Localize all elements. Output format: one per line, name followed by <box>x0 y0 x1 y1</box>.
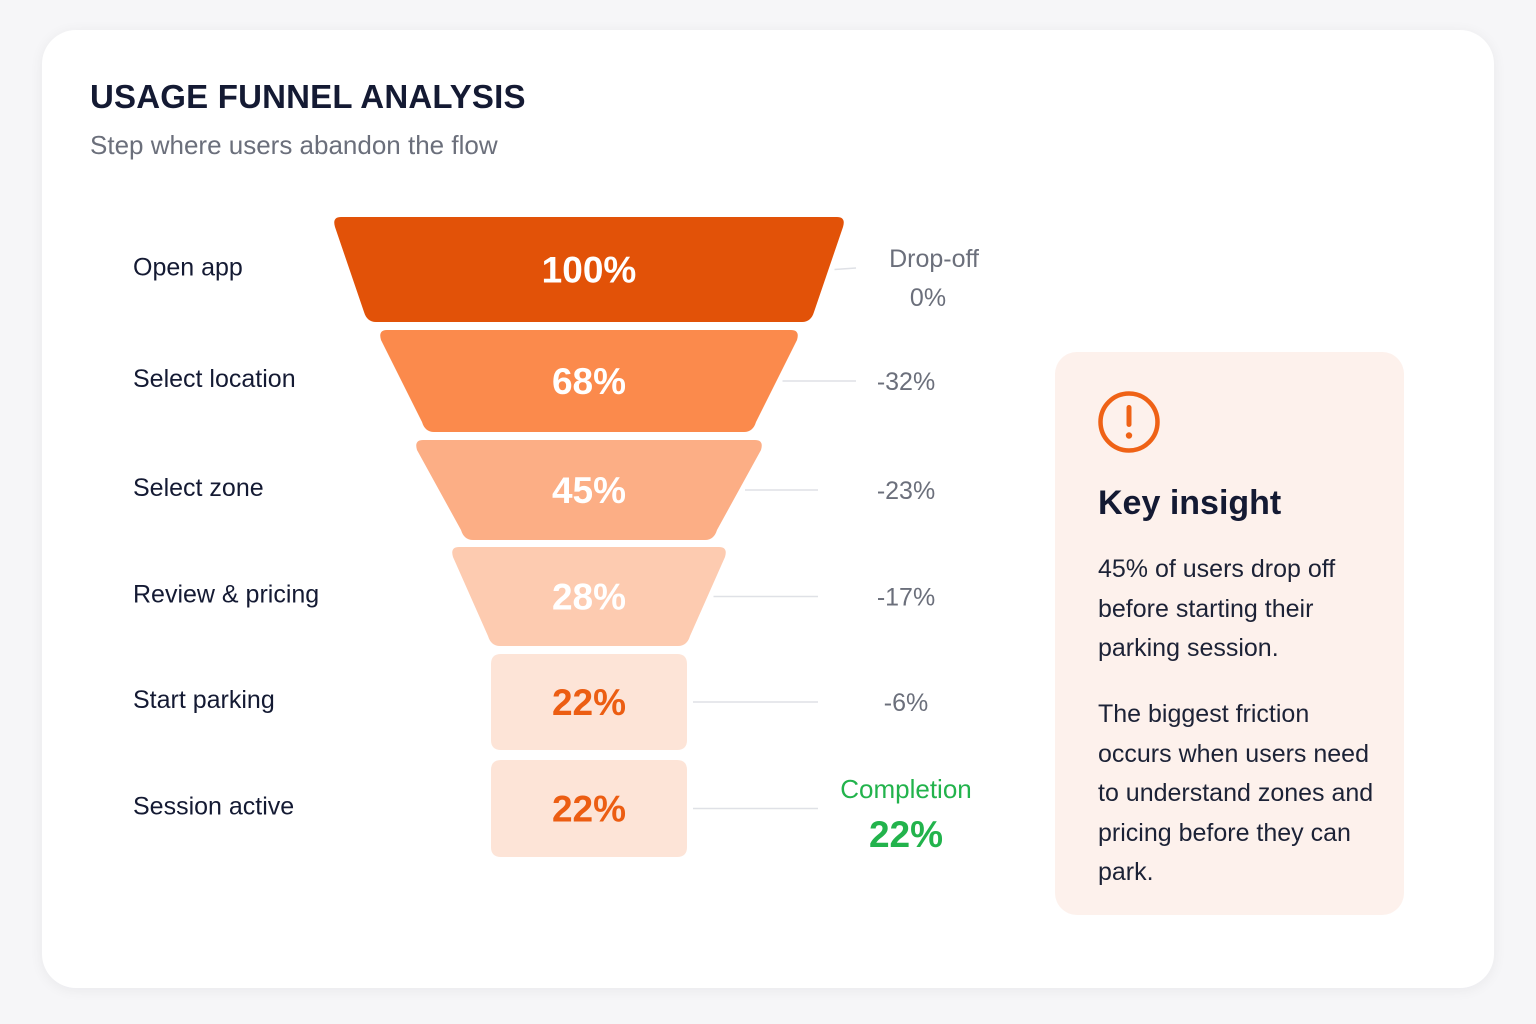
funnel-bar-open-app <box>334 217 844 322</box>
dropoff-header: Drop-off <box>889 245 979 273</box>
funnel-bar-start-parking <box>491 654 687 750</box>
stage-label-open-app: Open app <box>133 254 243 282</box>
stage-label-select-zone: Select zone <box>133 474 264 502</box>
stage-label-start-parking: Start parking <box>133 686 275 714</box>
funnel-value-review-pricing: 28% <box>552 577 626 618</box>
page-title: USAGE FUNNEL ANALYSIS <box>90 78 526 115</box>
funnel-bar-review-pricing <box>452 547 726 646</box>
completion-value: 22% <box>869 814 943 855</box>
stage-label-select-location: Select location <box>133 365 296 393</box>
dropoff-value-select-zone: -23% <box>877 477 935 505</box>
stage-label-session-active: Session active <box>133 793 294 821</box>
alert-circle-icon <box>1098 391 1160 453</box>
funnel-bar-select-location <box>380 330 798 432</box>
completion-label: Completion <box>840 774 972 804</box>
page-subtitle: Step where users abandon the flow <box>90 130 498 160</box>
insight-paragraph-1: 45% of users drop off before starting th… <box>1098 555 1336 662</box>
insight-panel: Key insight 45% of users drop off before… <box>1055 352 1404 915</box>
stage-label-review-pricing: Review & pricing <box>133 581 319 609</box>
funnel-bar-select-zone <box>416 440 762 540</box>
insight-title: Key insight <box>1098 484 1282 522</box>
funnel-bar-session-active <box>491 760 687 857</box>
funnel-value-open-app: 100% <box>542 250 637 291</box>
insight-paragraph-2: The biggest friction occurs when users n… <box>1098 700 1374 886</box>
dropoff-value-select-location: -32% <box>877 368 935 396</box>
funnel-value-select-location: 68% <box>552 361 626 402</box>
funnel-value-session-active: 22% <box>552 789 626 830</box>
dropoff-value-review-pricing: -17% <box>877 584 935 612</box>
funnel-value-start-parking: 22% <box>552 682 626 723</box>
funnel-value-select-zone: 45% <box>552 470 626 511</box>
connector-line-open-app <box>834 267 857 271</box>
dropoff-value-open-app: 0% <box>910 284 946 312</box>
dropoff-value-start-parking: -6% <box>884 689 928 717</box>
